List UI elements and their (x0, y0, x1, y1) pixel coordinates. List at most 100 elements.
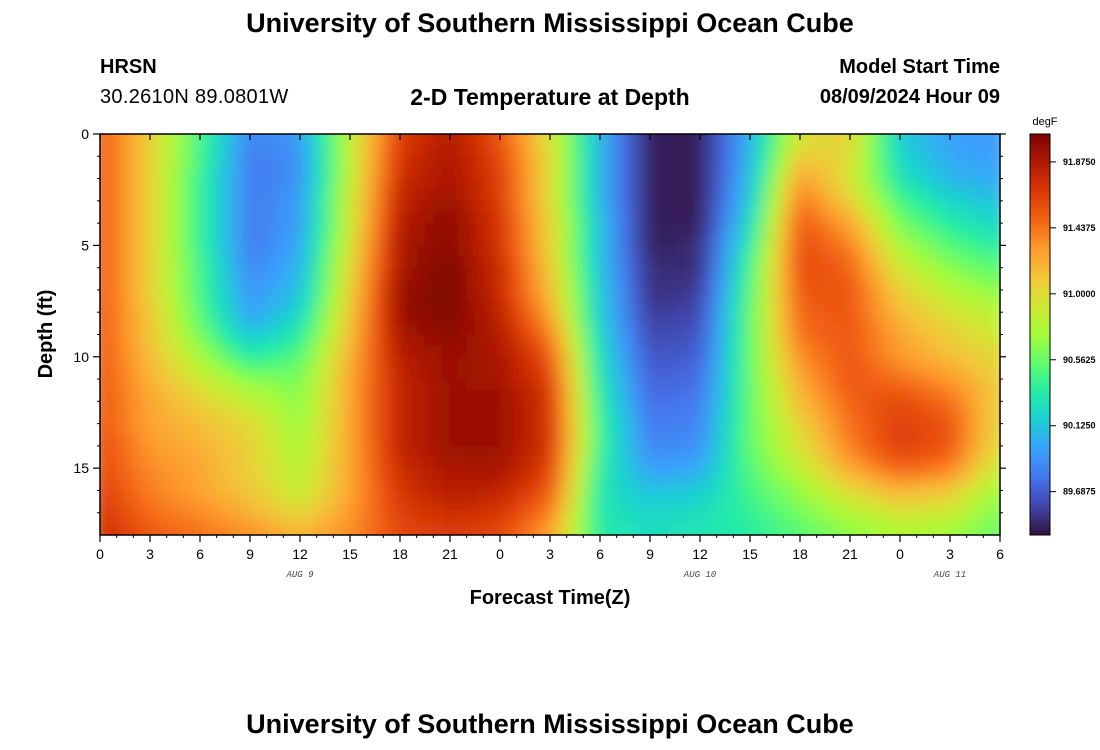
heatmap-cell (675, 289, 684, 302)
heatmap-cell (133, 468, 143, 480)
heatmap-cell (141, 457, 151, 469)
heatmap-cell (275, 356, 284, 369)
heatmap-cell (416, 390, 426, 402)
heatmap-cell (825, 223, 834, 235)
heatmap-cell (333, 156, 343, 169)
heatmap-cell (766, 367, 776, 380)
heatmap-cell (750, 267, 759, 280)
heatmap-cell (450, 289, 459, 302)
heatmap-cell (741, 523, 751, 535)
heatmap-cell (516, 445, 526, 458)
heatmap-cell (358, 535, 367, 547)
heatmap-cell (566, 245, 576, 258)
heatmap-cell (900, 134, 909, 146)
heatmap-cell (250, 457, 259, 469)
heatmap-cell (625, 134, 634, 146)
heatmap-cell (425, 490, 434, 503)
heatmap-cell (783, 445, 793, 458)
heatmap-cell (450, 189, 459, 202)
heatmap-cell (366, 211, 376, 224)
heatmap-cell (441, 345, 451, 358)
heatmap-cell (150, 412, 159, 425)
heatmap-cell (375, 289, 384, 302)
heatmap-cell (150, 211, 159, 224)
heatmap-cell (783, 256, 793, 269)
heatmap-cell (966, 512, 976, 525)
heatmap-cell (766, 178, 776, 191)
heatmap-cell (358, 501, 368, 514)
heatmap-cell (475, 301, 484, 313)
heatmap-cell (566, 223, 576, 235)
heatmap-cell (766, 223, 776, 235)
heatmap-cell (591, 412, 601, 425)
heatmap-cell (733, 301, 743, 313)
heatmap-cell (466, 379, 476, 391)
heatmap-cell (891, 523, 901, 535)
heatmap-cell (808, 401, 818, 414)
heatmap-cell (391, 367, 401, 380)
heatmap-cell (391, 390, 401, 402)
heatmap-cell (775, 445, 784, 458)
heatmap-cell (791, 178, 801, 191)
heatmap-cell (333, 445, 343, 458)
heatmap-cell (791, 490, 801, 503)
heatmap-cell (108, 267, 118, 280)
heatmap-cell (750, 323, 759, 336)
heatmap-cell (450, 167, 459, 180)
heatmap-cell (491, 289, 501, 302)
heatmap-cell (325, 156, 334, 169)
heatmap-cell (625, 468, 634, 480)
heatmap-cell (916, 356, 926, 369)
heatmap-cell (450, 434, 459, 447)
heatmap-cell (200, 289, 209, 302)
heatmap-cell (133, 479, 143, 492)
heatmap-cell (533, 367, 543, 380)
heatmap-cell (708, 356, 718, 369)
heatmap-cell (183, 523, 193, 535)
heatmap-cell (483, 256, 493, 269)
heatmap-cell (250, 401, 259, 414)
heatmap-cell (775, 412, 784, 425)
heatmap-cell (950, 301, 959, 313)
heatmap-cell (933, 312, 943, 324)
heatmap-cell (583, 512, 593, 525)
heatmap-cell (583, 490, 593, 503)
heatmap-cell (200, 367, 209, 380)
heatmap-cell (833, 200, 843, 213)
heatmap-cell (550, 390, 559, 402)
heatmap-cell (266, 379, 276, 391)
heatmap-cell (150, 189, 159, 202)
heatmap-cell (991, 301, 1000, 313)
heatmap-cell (208, 468, 218, 480)
heatmap-cell (425, 267, 434, 280)
heatmap-cell (875, 401, 884, 414)
heatmap-cell (616, 167, 626, 180)
heatmap-cell (758, 523, 768, 535)
heatmap-cell (391, 434, 401, 447)
heatmap-cell (941, 211, 951, 224)
heatmap-cell (233, 278, 243, 291)
heatmap-cell (941, 434, 951, 447)
heatmap-cell (341, 523, 351, 535)
heatmap-cell (608, 145, 618, 157)
heatmap-cell (391, 245, 401, 258)
heatmap-cell (341, 245, 351, 258)
heatmap-cell (725, 367, 734, 380)
heatmap-cell (691, 223, 701, 235)
heatmap-cell (383, 134, 393, 146)
heatmap-cell (875, 535, 884, 547)
heatmap-cell (541, 423, 551, 436)
heatmap-cell (725, 312, 734, 324)
heatmap-cell (225, 390, 234, 402)
heatmap-cell (283, 211, 293, 224)
heatmap-cell (666, 457, 676, 469)
heatmap-cell (816, 490, 826, 503)
heatmap-cell (841, 512, 851, 525)
heatmap-cell (858, 189, 868, 202)
heatmap-cell (375, 256, 384, 269)
heatmap-cell (966, 423, 976, 436)
heatmap-cell (683, 301, 693, 313)
heatmap-cell (866, 178, 876, 191)
station-name: HRSN (100, 56, 157, 78)
heatmap-cell (616, 178, 626, 191)
